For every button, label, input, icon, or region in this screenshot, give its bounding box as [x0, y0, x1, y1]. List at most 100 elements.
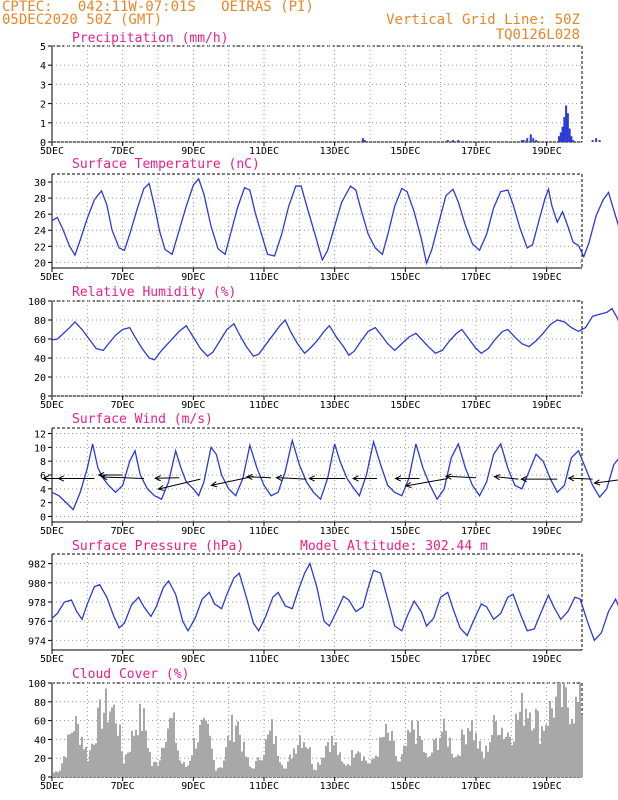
cloud-bar [393, 740, 395, 777]
cloud-bar [61, 763, 63, 777]
cloud-bar [65, 757, 67, 777]
cloud-bar [355, 753, 357, 777]
wind-arrow-shaft [445, 475, 477, 479]
cloud-bar [363, 756, 365, 777]
x-tick-label: 7DEC [111, 146, 135, 157]
cloud-bar [361, 760, 363, 777]
wind-arrow-head [593, 479, 601, 486]
cloud-bar [57, 772, 59, 777]
precip-bar [520, 140, 523, 142]
wind-arrow-head [444, 473, 452, 480]
cloud-bar [87, 761, 89, 777]
cloud-bar [543, 730, 545, 777]
x-tick-label: 17DEC [461, 526, 491, 537]
cloud-bar [347, 763, 349, 777]
cloud-bar [129, 751, 131, 777]
cloud-bar [465, 744, 467, 777]
cloud-bar [119, 724, 121, 777]
x-tick-label: 19DEC [532, 272, 562, 283]
x-tick-label: 5DEC [40, 146, 64, 157]
y-tick-label: 5 [40, 42, 46, 53]
x-tick-label: 11DEC [249, 272, 279, 283]
wind-arrow-head [210, 481, 218, 488]
precip-bar [570, 136, 573, 142]
y-tick-label: 0 [40, 392, 46, 403]
y-tick-label: 80 [34, 698, 46, 709]
cloud-bar [289, 754, 291, 777]
cloud-bar [487, 751, 489, 777]
wind-arrow-head [100, 474, 108, 481]
y-tick-label: 26 [34, 210, 46, 221]
precip-bar [535, 140, 538, 142]
cloud-bar [351, 749, 353, 777]
wind-arrow-head [42, 475, 49, 482]
cloud-bar [107, 722, 109, 777]
x-tick-label: 5DEC [40, 526, 64, 537]
y-tick-label: 4 [40, 485, 46, 496]
series-line [51, 561, 618, 642]
panel-title: Relative Humidity (%) [72, 285, 236, 300]
cloud-bar [221, 767, 223, 777]
wind-arrow-head [57, 475, 65, 482]
x-tick-label: 9DEC [181, 781, 205, 792]
precip-bar [526, 138, 529, 142]
cloud-bar [179, 760, 181, 777]
cloud-bar [527, 718, 529, 777]
x-tick-label: 13DEC [320, 654, 350, 665]
cloud-bar [383, 736, 385, 777]
x-tick-label: 17DEC [461, 781, 491, 792]
x-tick-label: 15DEC [390, 781, 420, 792]
cloud-bar [283, 768, 285, 777]
x-tick-label: 11DEC [249, 781, 279, 792]
cloud-bar [441, 731, 443, 777]
cloud-bar [345, 765, 347, 777]
precip-bar [457, 140, 460, 142]
cloud-bar [463, 734, 465, 777]
y-tick-label: 980 [28, 579, 46, 590]
precip-bar [572, 140, 575, 142]
y-tick-label: 982 [28, 560, 46, 571]
panel-title: Cloud Cover (%) [72, 667, 189, 682]
x-tick-label: 15DEC [390, 526, 420, 537]
precip-bar [529, 134, 532, 142]
cloud-bar [299, 735, 301, 777]
cloud-bar [71, 732, 73, 777]
cloud-bar [137, 735, 139, 777]
cloud-bar [437, 750, 439, 777]
cloud-bar [571, 718, 573, 777]
cloud-bar [495, 721, 497, 777]
x-tick-label: 11DEC [249, 526, 279, 537]
cloud-bar [301, 748, 303, 777]
cloud-bar [525, 708, 527, 777]
wind-arrow-shaft [155, 477, 180, 479]
cloud-bar [439, 737, 441, 777]
wind-arrow-head [154, 475, 161, 482]
cloud-bar [485, 745, 487, 777]
cloud-bar [413, 729, 415, 777]
cloud-bar [253, 768, 255, 777]
precip-bar [522, 140, 525, 142]
cloud-bar [189, 760, 191, 777]
cloud-bar [379, 737, 381, 777]
cloud-bar [435, 737, 437, 777]
cloud-bar [305, 747, 307, 777]
y-tick-label: 3 [40, 80, 46, 91]
x-tick-label: 13DEC [320, 781, 350, 792]
x-tick-label: 9DEC [181, 146, 205, 157]
x-tick-label: 7DEC [111, 272, 135, 283]
cloud-bar [497, 735, 499, 777]
x-tick-label: 15DEC [390, 146, 420, 157]
panel-title: Precipitation (mm/h) [72, 31, 229, 46]
cloud-bar [295, 753, 297, 777]
cloud-bar [457, 754, 459, 777]
cloud-bar [91, 743, 93, 777]
cloud-bar [477, 748, 479, 777]
cloud-bar [149, 752, 151, 777]
cloud-bar [427, 757, 429, 777]
cloud-bar [341, 761, 343, 777]
x-tick-label: 19DEC [532, 146, 562, 157]
y-tick-label: 976 [28, 617, 46, 628]
x-tick-label: 11DEC [249, 146, 279, 157]
cloud-bar [313, 769, 315, 777]
